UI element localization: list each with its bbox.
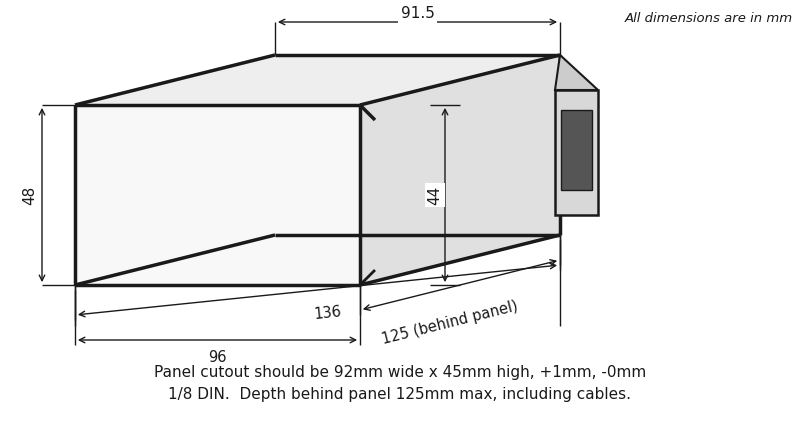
Text: 96: 96 <box>208 350 226 365</box>
Polygon shape <box>555 55 598 90</box>
Polygon shape <box>561 110 592 190</box>
Text: 44: 44 <box>427 185 442 205</box>
Text: 136: 136 <box>313 304 342 322</box>
Text: Panel cutout should be 92mm wide x 45mm high, +1mm, -0mm: Panel cutout should be 92mm wide x 45mm … <box>154 365 646 380</box>
Text: 91.5: 91.5 <box>401 6 434 21</box>
Polygon shape <box>555 90 598 215</box>
Text: 125 (behind panel): 125 (behind panel) <box>381 299 519 347</box>
Polygon shape <box>75 105 360 285</box>
Text: 1/8 DIN.  Depth behind panel 125mm max, including cables.: 1/8 DIN. Depth behind panel 125mm max, i… <box>169 387 631 402</box>
Polygon shape <box>360 55 560 285</box>
Text: 48: 48 <box>22 185 38 205</box>
Text: All dimensions are in mm: All dimensions are in mm <box>625 12 793 25</box>
Polygon shape <box>75 55 560 105</box>
